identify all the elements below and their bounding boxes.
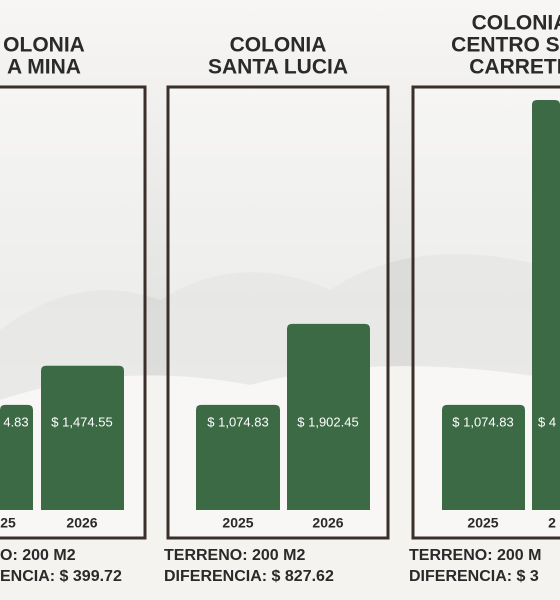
value-label: $ 1,074.83: [452, 414, 513, 429]
footer-text: TERRENO: 200 M: [409, 547, 541, 564]
panel-title: SANTA LUCIA: [208, 56, 348, 79]
footer-text: TERRENO: 200 M2: [164, 547, 305, 564]
x-tick-label: 2025: [467, 515, 498, 531]
x-tick-label: 25: [0, 515, 16, 531]
value-label: $ 4: [538, 414, 556, 429]
x-tick-label: 2025: [222, 515, 253, 531]
bar: [532, 99, 560, 510]
panel-title: CARRETE: [469, 56, 560, 79]
bar: [442, 404, 525, 510]
footer-text: DIFERENCIA: $ 827.62: [164, 568, 334, 585]
panel-title: A MINA: [7, 56, 81, 79]
panel-title: OLONIA: [3, 34, 85, 57]
bar: [0, 404, 33, 510]
value-label: $ 1,474.55: [51, 414, 112, 429]
x-tick-label: 2026: [66, 515, 97, 531]
x-tick-label: 2026: [312, 515, 343, 531]
panel-title: COLONIA: [472, 12, 560, 35]
value-label: $ 1,902.45: [297, 414, 358, 429]
footer-text: O: 200 M2: [0, 547, 76, 564]
panel-title: COLONIA: [230, 34, 327, 57]
x-tick-label: 2: [548, 515, 556, 531]
bar: [41, 365, 124, 510]
bar: [196, 404, 280, 510]
panel-title: CENTRO SEC: [451, 34, 560, 57]
value-label: 4.83: [3, 414, 28, 429]
footer-text: ENCIA: $ 399.72: [0, 568, 122, 585]
footer-text: DIFERENCIA: $ 3: [409, 568, 539, 585]
bar: [287, 323, 370, 510]
value-label: $ 1,074.83: [207, 414, 268, 429]
